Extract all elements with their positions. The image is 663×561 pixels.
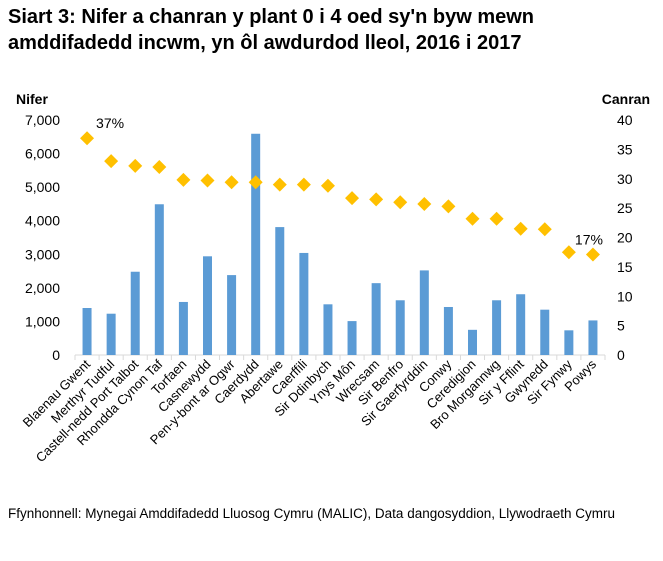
bar (492, 300, 502, 355)
percent-marker (441, 199, 456, 214)
percent-marker (465, 211, 480, 226)
bar (130, 271, 140, 355)
left-tick-label: 6,000 (25, 146, 60, 162)
bar (82, 308, 92, 355)
percent-marker (320, 178, 335, 193)
left-tick-label: 0 (52, 347, 60, 363)
left-tick-label: 7,000 (25, 112, 60, 128)
bar (178, 301, 188, 355)
bar (299, 252, 309, 355)
right-tick-label: 15 (617, 259, 633, 275)
right-axis-label: Canran (602, 91, 650, 107)
right-tick-label: 10 (617, 288, 633, 304)
bar (564, 330, 574, 355)
bar (516, 294, 526, 355)
percent-marker (248, 175, 263, 190)
percent-marker (417, 197, 432, 212)
percent-marker (489, 211, 504, 226)
left-tick-label: 2,000 (25, 280, 60, 296)
percent-marker (80, 131, 95, 146)
bar (443, 306, 453, 355)
percent-marker (200, 173, 215, 188)
bar (588, 320, 598, 355)
right-tick-label: 20 (617, 230, 633, 246)
bar (395, 300, 405, 355)
left-tick-label: 4,000 (25, 213, 60, 229)
left-axis-label: Nifer (16, 91, 48, 107)
data-label: 37% (96, 115, 124, 131)
right-tick-label: 30 (617, 171, 633, 187)
bar (154, 204, 164, 355)
bar (275, 227, 285, 355)
percent-marker (176, 172, 191, 187)
chart-title: Siart 3: Nifer a chanran y plant 0 i 4 o… (8, 6, 535, 54)
percent-marker (537, 222, 552, 237)
percent-marker (345, 191, 360, 206)
bar (347, 321, 357, 355)
percent-marker (104, 154, 119, 169)
bar (540, 309, 550, 355)
left-tick-label: 5,000 (25, 179, 60, 195)
right-tick-label: 35 (617, 141, 633, 157)
percent-marker (513, 221, 528, 236)
right-tick-label: 0 (617, 347, 625, 363)
percent-marker (152, 160, 167, 174)
bar (323, 304, 333, 355)
percent-marker (561, 245, 576, 260)
right-tick-label: 40 (617, 112, 633, 128)
data-label: 17% (575, 232, 603, 248)
bar (251, 133, 261, 355)
percent-marker (369, 192, 384, 207)
percent-marker (272, 177, 287, 192)
bar (203, 256, 212, 355)
right-tick-label: 25 (617, 200, 633, 216)
bar (106, 313, 116, 355)
bar (419, 270, 429, 355)
bar (371, 283, 381, 355)
percent-marker (296, 177, 311, 192)
left-tick-label: 1,000 (25, 313, 60, 329)
right-tick-label: 5 (617, 318, 625, 334)
source-note: Ffynhonnell: Mynegai Amddifadedd Lluosog… (8, 506, 616, 521)
percent-marker (393, 195, 408, 210)
percent-marker (224, 175, 239, 190)
left-tick-label: 3,000 (25, 246, 60, 262)
bar (468, 329, 477, 355)
bar (227, 275, 237, 355)
percent-marker (128, 158, 143, 173)
percent-marker (585, 247, 600, 262)
